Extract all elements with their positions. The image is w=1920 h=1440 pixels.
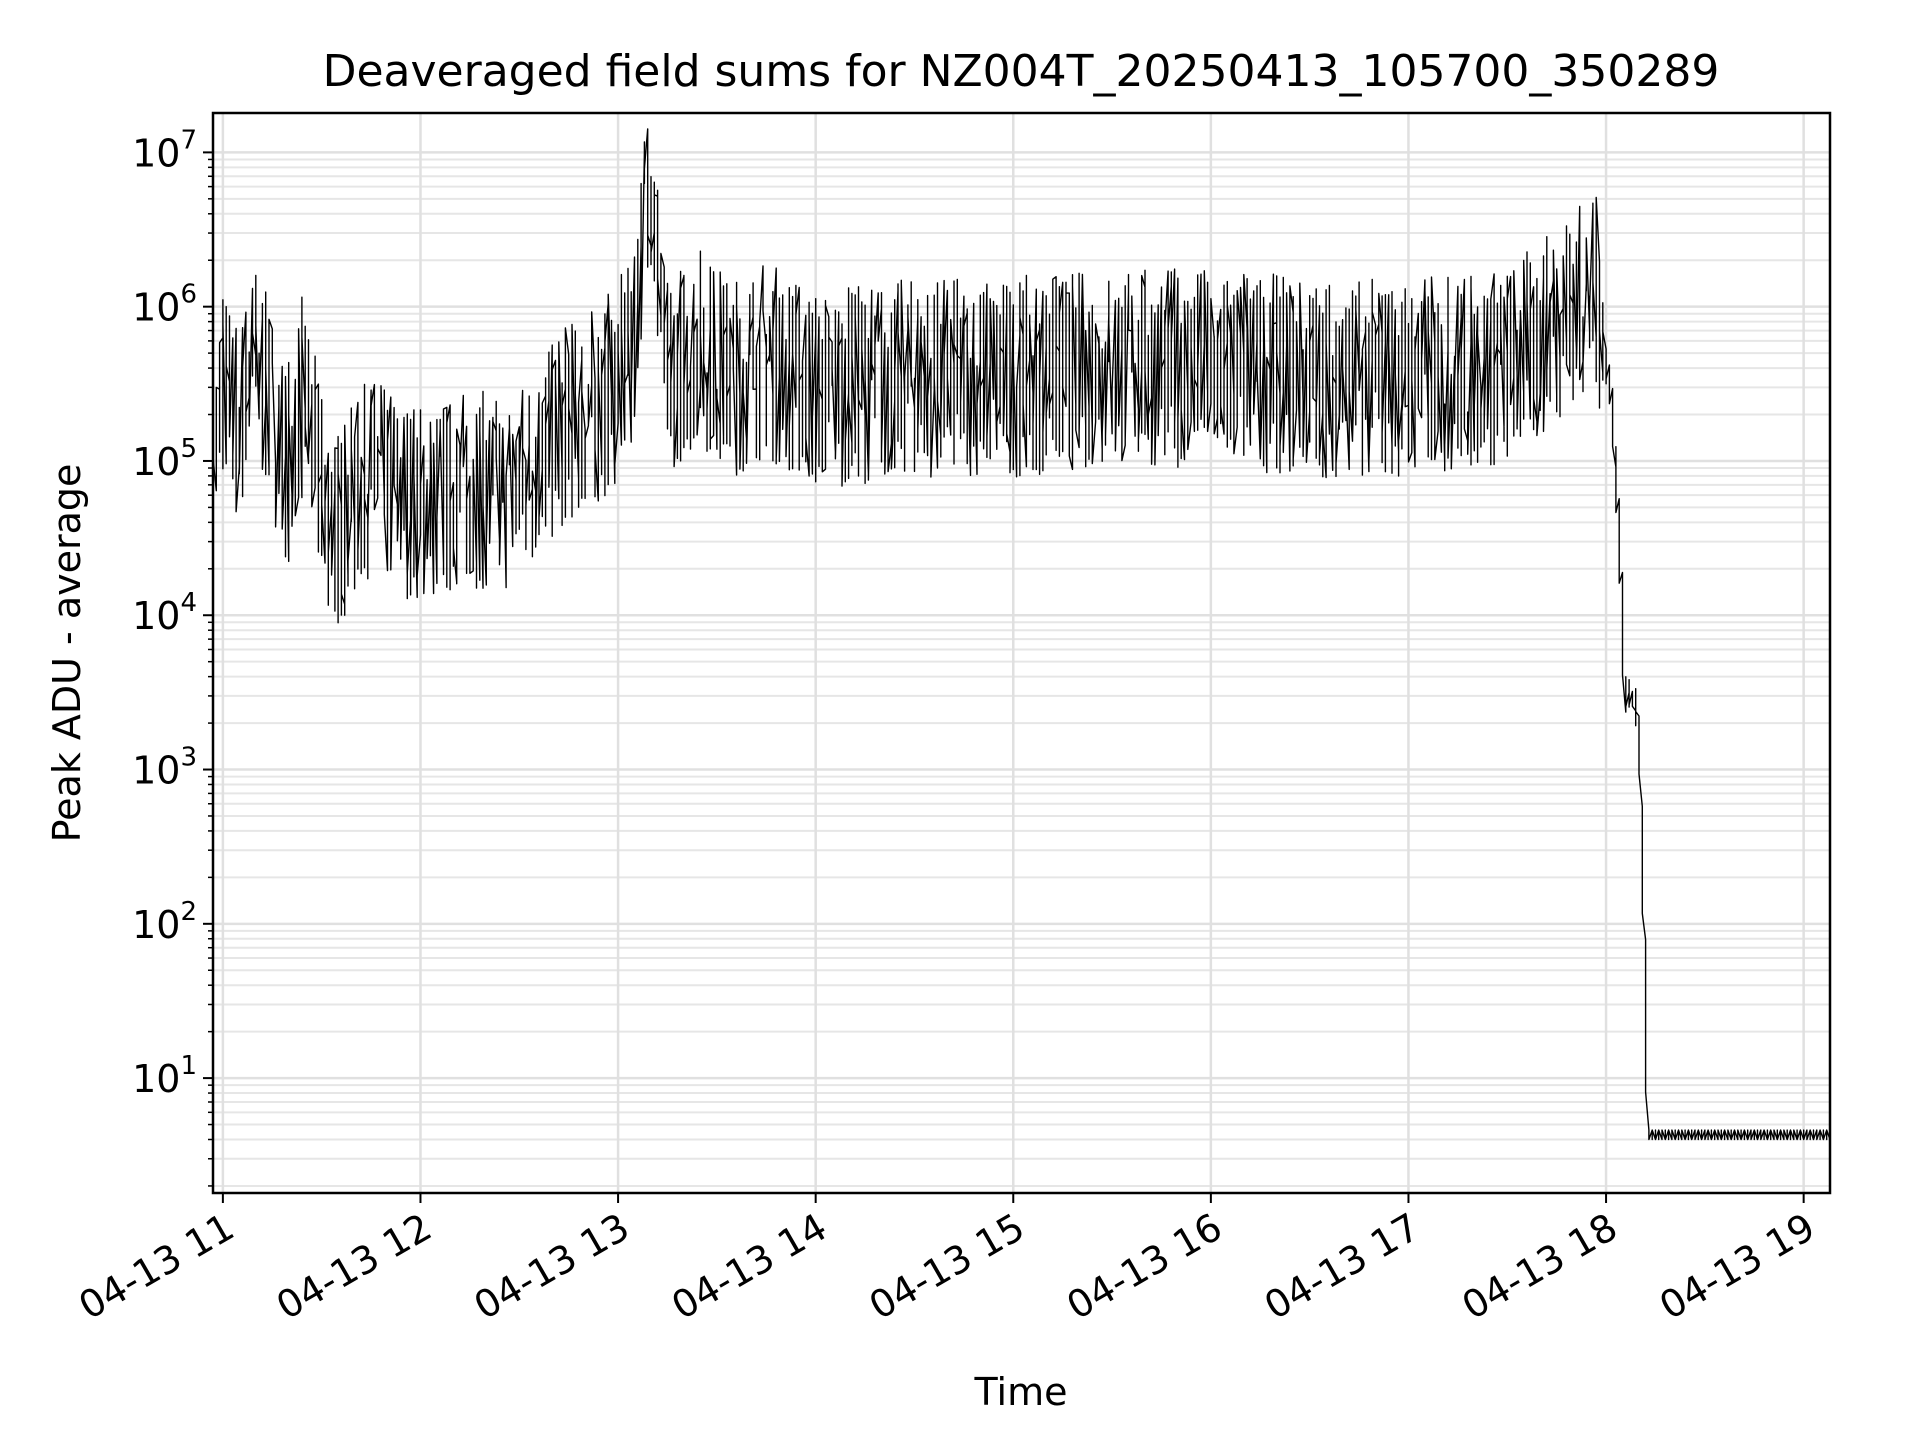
series-line	[212, 128, 1831, 1141]
y-axis-label: Peak ADU - average	[45, 464, 89, 843]
y-tick-label: 103	[132, 743, 197, 793]
x-axis-label: Time	[974, 1370, 1068, 1414]
y-tick-label: 101	[132, 1051, 197, 1101]
y-tick-label: 105	[132, 434, 197, 484]
y-tick-label: 102	[132, 897, 197, 947]
chart-title: Deaveraged field sums for NZ004T_2025041…	[323, 46, 1720, 97]
y-tick-label: 104	[132, 588, 197, 638]
y-tick-label: 107	[132, 125, 197, 175]
y-tick-label: 106	[132, 280, 197, 330]
plot-frame	[211, 111, 1832, 1195]
series-layer	[212, 128, 1831, 1141]
